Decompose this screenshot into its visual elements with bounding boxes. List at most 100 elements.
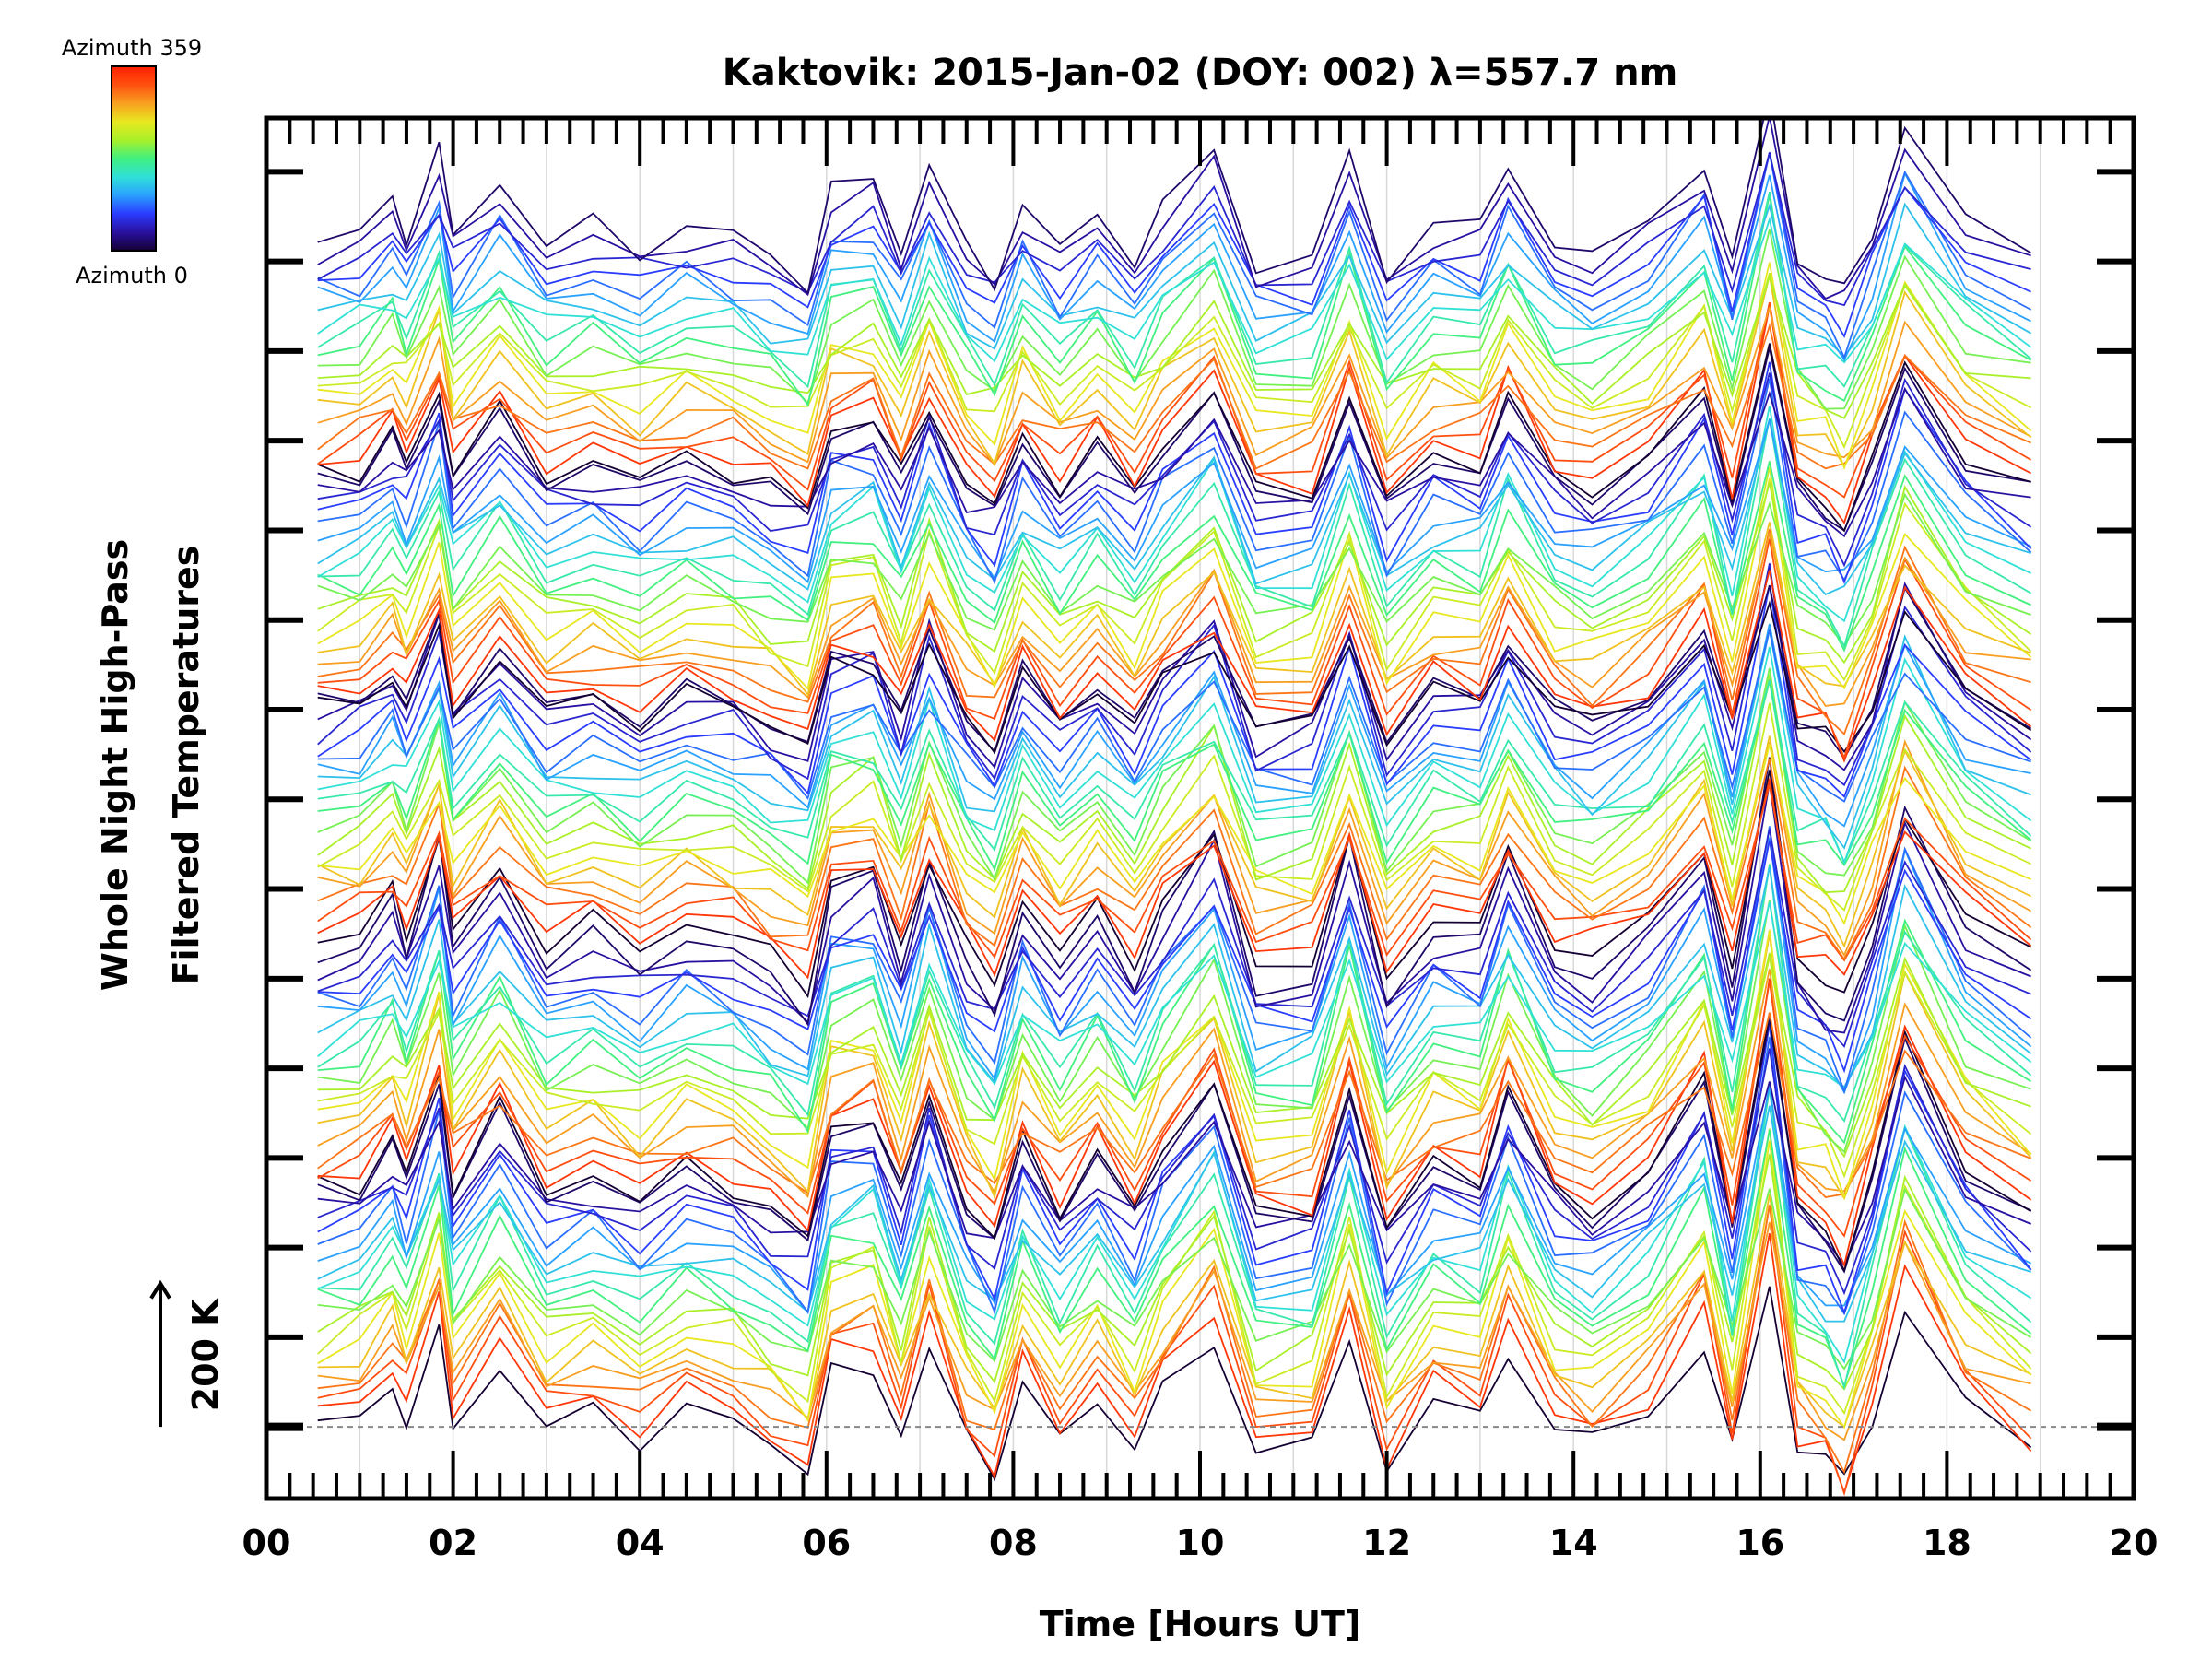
series-line-azimuth-0-group-4 (317, 600, 2032, 755)
x-tick-label: 00 (242, 1523, 291, 1563)
series-line-azimuth-342-group-3 (317, 778, 2032, 980)
series-line-azimuth-54-group-5 (317, 152, 2031, 307)
series-line-azimuth-90-group-1 (317, 1037, 2032, 1316)
series-line-azimuth-270-group-4 (317, 522, 2031, 697)
series-line-azimuth-216-group-4 (317, 482, 2032, 665)
series-line-azimuth-252-group-3 (317, 744, 2031, 925)
x-tick-label: 04 (616, 1523, 665, 1563)
series-line-azimuth-162-group-1 (317, 1088, 2032, 1391)
arrow-up-icon (149, 1279, 171, 1300)
x-tick-label: 20 (2110, 1523, 2159, 1563)
series-line-azimuth-234-group-2 (317, 956, 2032, 1179)
y-axis-label-line1: Whole Night High-Pass (95, 539, 135, 991)
colorbar-gradient (111, 65, 157, 252)
series-line-azimuth-72-group-5 (317, 151, 2031, 339)
x-axis-label: Time [Hours UT] (1040, 1604, 1361, 1644)
series-line-azimuth-54-group-3 (317, 563, 2032, 787)
x-tick-label: 16 (1735, 1523, 1784, 1563)
series-line-azimuth-36-group-3 (317, 568, 2032, 771)
colorbar-top-label: Azimuth 359 (62, 35, 202, 61)
series-line-azimuth-162-group-3 (317, 679, 2032, 865)
series-line-azimuth-234-group-3 (317, 702, 2031, 912)
series-line-azimuth-126-group-3 (317, 629, 2031, 850)
series-line-azimuth-180-group-2 (317, 864, 2032, 1145)
series-line-azimuth-198-group-4 (317, 492, 2031, 647)
series-line-azimuth-270-group-5 (317, 275, 2032, 469)
series-line-azimuth-216-group-3 (317, 674, 2031, 894)
series-line-azimuth-18-group-5 (317, 118, 2032, 295)
series-line-azimuth-342-group-1 (317, 1233, 2032, 1495)
x-tick-label: 10 (1176, 1523, 1225, 1563)
series-line-azimuth-144-group-3 (317, 646, 2032, 865)
series-line-azimuth-288-group-5 (317, 307, 2032, 466)
series-line-azimuth-54-group-4 (317, 372, 2032, 568)
series-line-azimuth-342-group-4 (317, 570, 2032, 763)
series-line-azimuth-144-group-2 (317, 901, 2032, 1089)
series-line-azimuth-36-group-4 (317, 386, 2031, 538)
series-line-azimuth-306-group-5 (317, 323, 2031, 470)
series-line-azimuth-126-group-2 (317, 866, 2032, 1089)
series-line-azimuth-72-group-2 (317, 840, 2032, 1074)
series-line-azimuth-324-group-2 (317, 981, 2032, 1238)
scale-bar: 200 K (149, 1279, 226, 1428)
series-line-azimuth-126-group-1 (317, 1105, 2031, 1323)
series-line-azimuth-252-group-4 (317, 477, 2032, 690)
scale-bar-label: 200 K (185, 1298, 226, 1412)
series-line-azimuth-216-group-5 (317, 273, 2031, 419)
series-line-azimuth-108-group-4 (317, 418, 2031, 584)
series-line-azimuth-0-group-1 (317, 1286, 2032, 1482)
chart-title: Kaktovik: 2015-Jan-02 (DOY: 002) λ=557.7… (723, 52, 1678, 94)
series-line-azimuth-18-group-1 (317, 1019, 2031, 1274)
series-line-azimuth-288-group-1 (317, 1221, 2031, 1441)
series-line-azimuth-72-group-3 (317, 584, 2032, 798)
series-line-azimuth-108-group-1 (317, 1086, 2032, 1315)
series-line-azimuth-18-group-3 (317, 585, 2032, 760)
axis-ticks (265, 118, 2136, 1499)
series-line-azimuth-216-group-1 (317, 1154, 2032, 1391)
series-line-azimuth-324-group-5 (317, 301, 2032, 499)
series-line-azimuth-90-group-5 (317, 153, 2032, 360)
x-tick-label: 08 (989, 1523, 1038, 1563)
x-tick-label: 14 (1549, 1523, 1598, 1563)
series-line-azimuth-90-group-4 (317, 378, 2032, 584)
series-line-azimuth-288-group-2 (317, 969, 2032, 1198)
series-line-azimuth-306-group-2 (317, 1012, 2031, 1198)
series-line-azimuth-36-group-2 (317, 782, 2031, 1034)
x-tick-label: 06 (802, 1523, 851, 1563)
series-line-azimuth-180-group-3 (317, 680, 2032, 872)
series-line-azimuth-108-group-5 (317, 171, 2031, 362)
series-line-azimuth-288-group-4 (317, 533, 2031, 707)
x-tick-label: 02 (429, 1523, 477, 1563)
series-line-azimuth-324-group-1 (317, 1205, 2032, 1497)
series-line-azimuth-54-group-2 (317, 829, 2031, 1049)
series-line-azimuth-306-group-3 (317, 758, 2032, 961)
series-line-azimuth-180-group-5 (317, 194, 2032, 407)
series-line-azimuth-324-group-4 (317, 538, 2032, 760)
series-line-azimuth-342-group-5 (317, 305, 2032, 524)
plot-frame (264, 115, 2136, 1501)
series-line-azimuth-198-group-2 (317, 899, 2031, 1154)
series-line-azimuth-180-group-1 (317, 1129, 2032, 1389)
series-lines (317, 118, 2032, 1497)
series-line-azimuth-252-group-1 (317, 1140, 2032, 1430)
series-line-azimuth-90-group-3 (317, 629, 2031, 803)
series-line-azimuth-342-group-2 (317, 978, 2032, 1268)
series-line-azimuth-306-group-4 (317, 528, 2031, 736)
series-line-azimuth-36-group-1 (317, 1075, 2031, 1267)
series-line-azimuth-0-group-2 (317, 1013, 2032, 1274)
series-line-azimuth-216-group-2 (317, 952, 2031, 1159)
x-tick-label: 18 (1923, 1523, 1971, 1563)
series-line-azimuth-36-group-5 (317, 118, 2031, 300)
colorbar-bottom-label: Azimuth 0 (76, 263, 188, 288)
series-line-azimuth-270-group-1 (317, 1194, 2031, 1429)
series-line-azimuth-18-group-4 (317, 347, 2031, 532)
x-tick-label: 12 (1362, 1523, 1411, 1563)
x-tick-labels: 00 02 04 06 08 10 12 14 16 18 20 (242, 1523, 2159, 1563)
y-axis-label-line2: Filtered Temperatures (166, 546, 206, 985)
series-line-azimuth-144-group-5 (317, 216, 2032, 364)
series-line-azimuth-126-group-4 (317, 419, 2031, 595)
colorbar: Azimuth 359 Azimuth 0 (62, 35, 202, 288)
series-line-azimuth-234-group-5 (317, 272, 2032, 450)
series-line-azimuth-54-group-1 (317, 1048, 2032, 1296)
